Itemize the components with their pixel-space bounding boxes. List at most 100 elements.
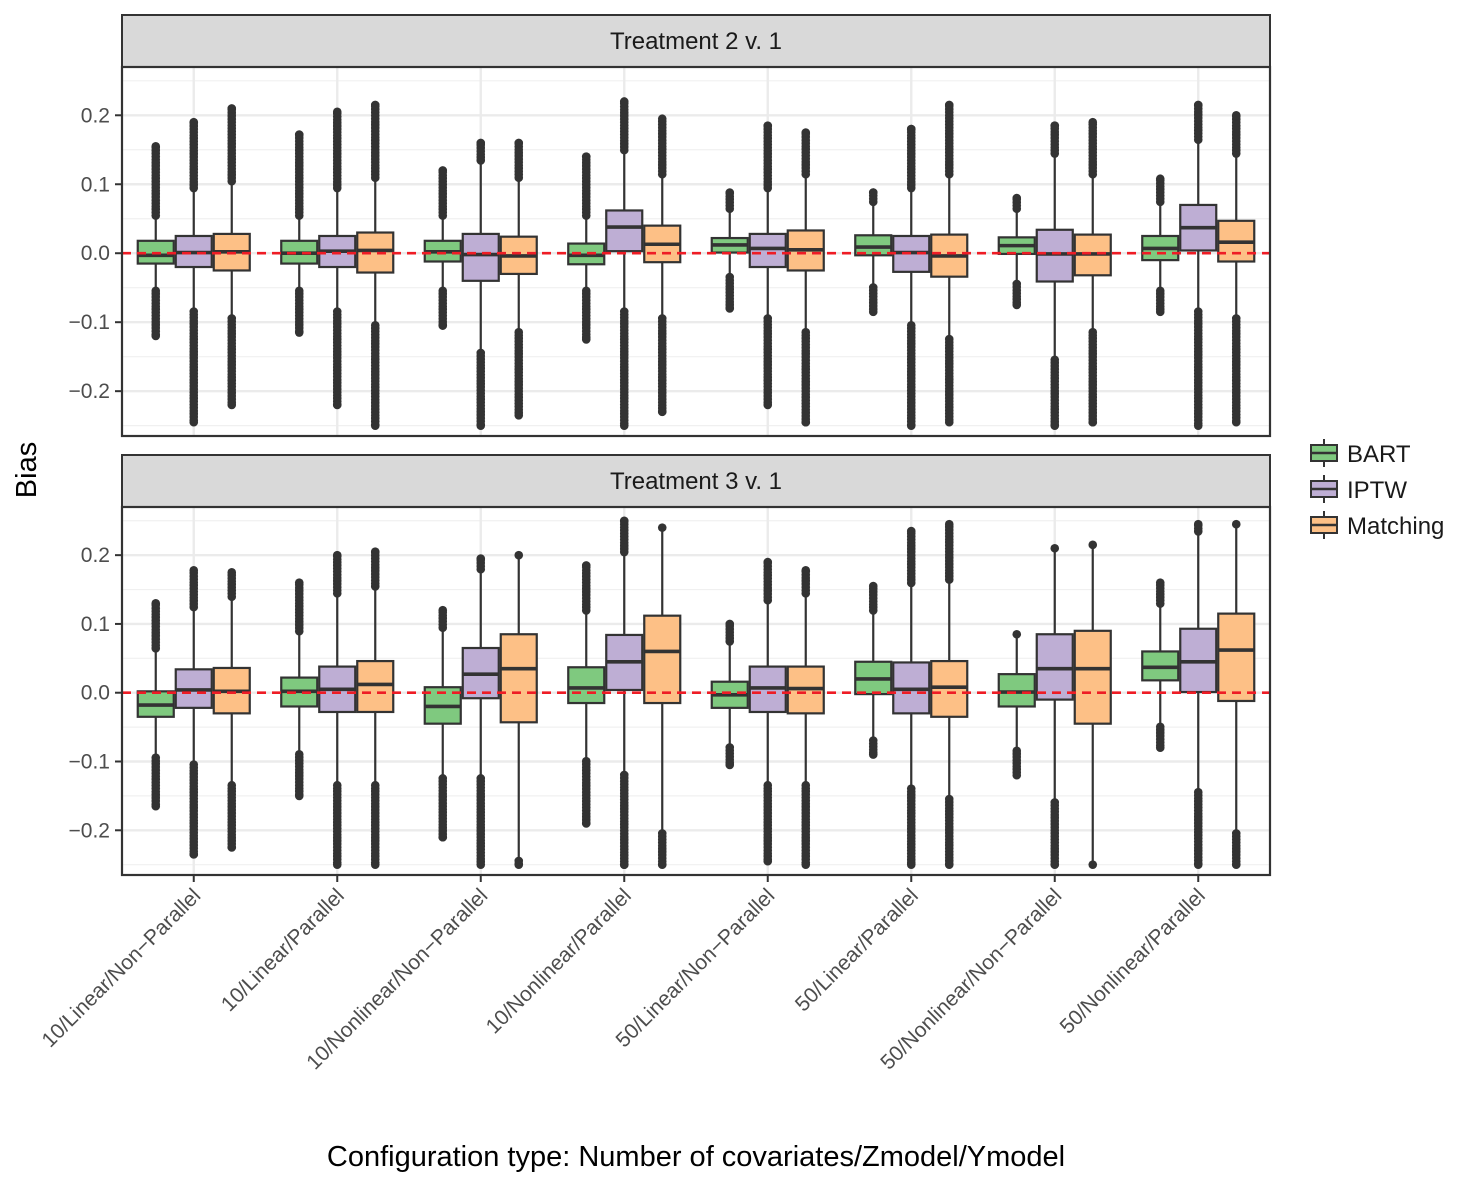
panel-strip — [121, 14, 1271, 68]
outlier-point — [868, 581, 878, 591]
outlier-point — [476, 860, 486, 869]
legend-item-matching: Matching — [1310, 511, 1444, 540]
outlier-point — [332, 400, 342, 410]
outlier-point — [1231, 417, 1241, 427]
box-iptw-6 — [892, 124, 931, 430]
x-tick-label: 10/Linear/Non−Parallel — [38, 884, 206, 1052]
box-iptw-1 — [174, 565, 213, 859]
box-matching-1 — [212, 104, 251, 410]
legend: BART IPTW Matching — [1310, 439, 1444, 540]
outlier-point — [1012, 193, 1022, 203]
y-tick-label: 0.1 — [81, 173, 110, 196]
outlier-point — [619, 421, 629, 430]
outlier-point — [868, 188, 878, 197]
x-tick-label: 50/Nonlinear/Parallel — [1056, 884, 1210, 1038]
outlier-point — [1193, 421, 1203, 430]
outlier-point — [1155, 578, 1165, 587]
x-tick-label: 50/Linear/Non−Parallel — [612, 884, 780, 1052]
outlier-point — [514, 411, 524, 420]
outlier-point — [1088, 117, 1098, 127]
y-tick-label: 0.0 — [81, 682, 110, 705]
outlier-point — [1155, 174, 1165, 184]
legend-item-bart: BART — [1310, 439, 1411, 468]
box-bart-5 — [710, 619, 749, 770]
outlier-point — [906, 124, 916, 134]
outlier-point — [619, 516, 629, 526]
box-bart-4 — [567, 561, 606, 828]
outlier-point — [868, 750, 878, 759]
outlier-point — [189, 850, 199, 859]
iqr-box — [356, 659, 395, 714]
outlier-point — [227, 104, 237, 113]
box-bart-7 — [997, 629, 1036, 780]
box-bart-6 — [854, 581, 893, 759]
outlier-point — [906, 526, 916, 536]
outlier-point — [906, 421, 916, 430]
x-tick-label: 10/Nonlinear/Parallel — [482, 884, 636, 1038]
outlier-point — [944, 519, 954, 529]
legend-label: Matching — [1347, 513, 1444, 540]
box-iptw-1 — [174, 117, 213, 427]
box-matching-8 — [1217, 110, 1256, 427]
outlier-point — [581, 819, 591, 828]
outlier-point — [151, 142, 161, 151]
outlier-point — [619, 97, 629, 106]
outlier-point — [476, 554, 486, 563]
outlier-point — [370, 860, 380, 869]
iqr-box — [748, 232, 787, 269]
outlier-point — [370, 547, 380, 557]
box-bart-7 — [997, 193, 1036, 310]
outlier-point — [294, 130, 304, 139]
box-bart-8 — [1141, 578, 1180, 753]
iqr-box — [643, 614, 682, 705]
outlier-point — [370, 421, 380, 430]
outlier-point — [906, 860, 916, 869]
outlier-point — [944, 100, 954, 110]
y-tick-label: −0.2 — [69, 819, 110, 842]
outlier-point — [1050, 421, 1060, 430]
box-matching-7 — [1073, 117, 1112, 427]
outlier-point — [1231, 860, 1241, 869]
panel-border — [120, 65, 1272, 438]
panel-2: Treatment 3 v. 1 0.2 0.1 0.0 −0.1 −0.2 — [69, 454, 1272, 877]
outlier-point — [763, 557, 773, 567]
y-tick-label: 0.2 — [81, 544, 110, 567]
y-tick-label: −0.1 — [69, 751, 110, 774]
x-tick-labels: 10/Linear/Non−Parallel 10/Linear/Parallel… — [38, 875, 1210, 1074]
outlier-point — [370, 100, 380, 110]
outlier-point — [1193, 100, 1203, 110]
panel-title: Treatment 2 v. 1 — [610, 28, 782, 55]
legend-label: BART — [1347, 441, 1411, 468]
outlier-point — [151, 598, 161, 608]
outlier-point — [476, 421, 486, 430]
outlier-point — [1193, 519, 1203, 529]
box-bart-2 — [280, 578, 319, 801]
box-bart-1 — [136, 598, 175, 811]
panel-title: Treatment 3 v. 1 — [610, 468, 782, 495]
outlier-point — [438, 605, 448, 615]
outlier-point — [514, 860, 524, 869]
outlier-point — [514, 138, 524, 148]
y-tick-label: −0.1 — [69, 311, 110, 334]
box-bart-5 — [710, 188, 749, 313]
outlier-point — [725, 619, 735, 629]
outlier-point — [151, 801, 161, 811]
box-iptw-2 — [318, 107, 357, 410]
outlier-point — [763, 856, 773, 866]
y-tick-label: 0.0 — [81, 242, 110, 265]
box-iptw-5 — [748, 121, 787, 410]
outlier-point — [868, 307, 878, 317]
box-matching-7 — [1073, 540, 1112, 869]
facet-panels: Treatment 2 v. 1 0.2 0.1 0.0 −0.1 −0.2 Treatme… — [69, 14, 1272, 877]
box-matching-4 — [643, 114, 682, 417]
outlier-point — [801, 128, 811, 137]
box-iptw-7 — [1035, 543, 1074, 869]
box-matching-6 — [930, 519, 969, 869]
outlier-point — [725, 188, 735, 197]
legend-label: IPTW — [1347, 477, 1407, 504]
box-bart-4 — [567, 152, 606, 344]
outlier-point — [581, 561, 591, 570]
outlier-point — [294, 578, 304, 587]
box-matching-2 — [356, 547, 395, 869]
box-matching-5 — [786, 128, 825, 427]
